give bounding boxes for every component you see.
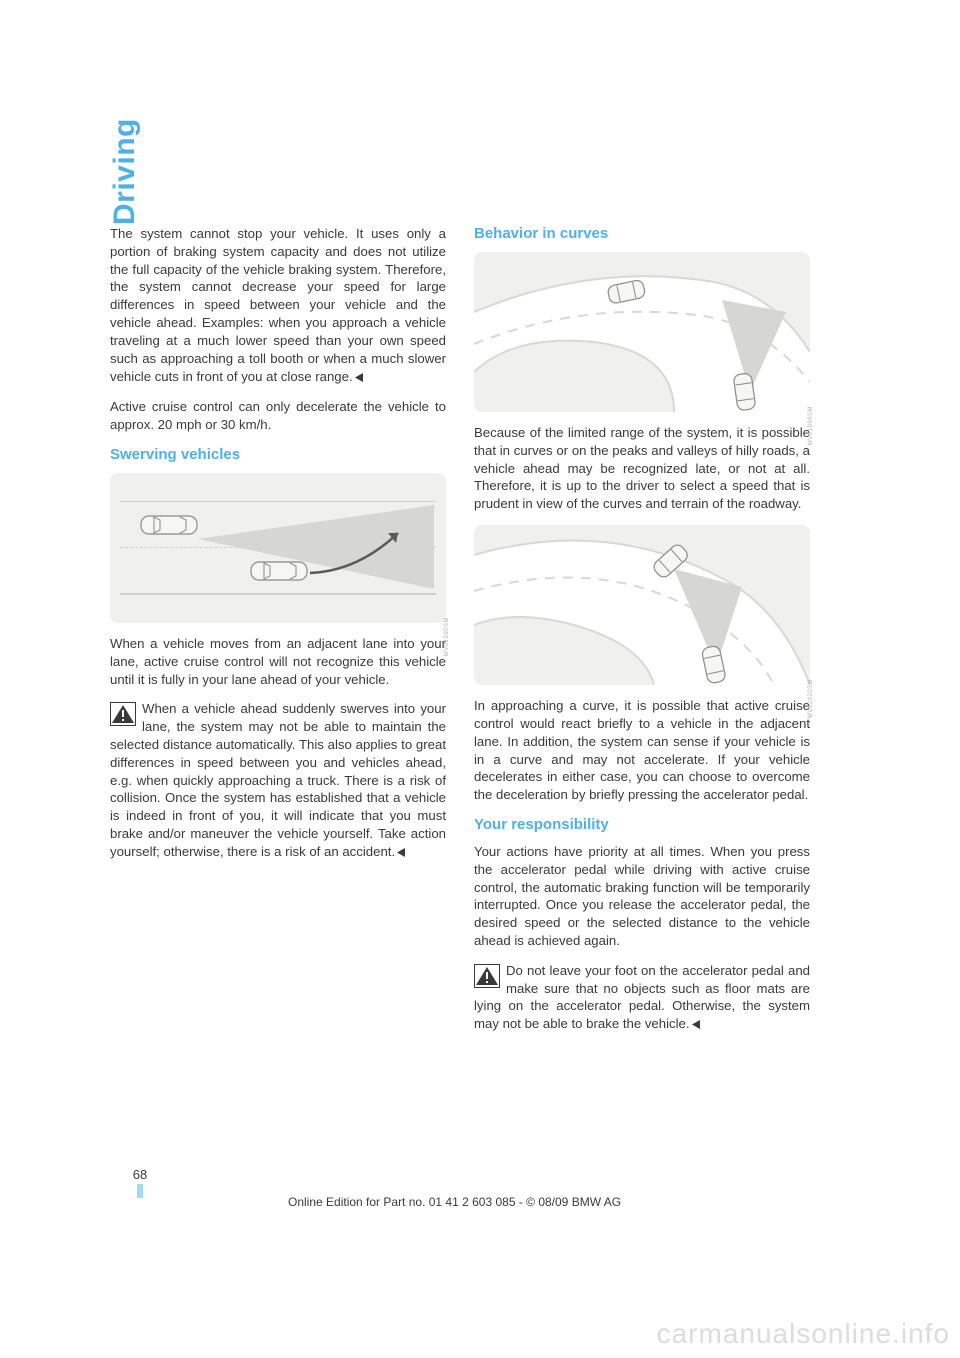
page-number-block: 68 [110, 1167, 170, 1198]
warning-paragraph: When a vehicle ahead suddenly swerves in… [110, 700, 446, 861]
figure-code: MV01990SM [444, 617, 450, 656]
subsection-heading: Behavior in curves [474, 225, 810, 242]
subsection-heading: Swerving vehicles [110, 446, 446, 463]
swerve-arrow-icon [308, 523, 428, 579]
body-paragraph: In approaching a curve, it is possible t… [474, 697, 810, 804]
end-marker-icon [355, 369, 363, 387]
figure-swerving-vehicles: MV01990SM [110, 473, 446, 623]
figure-code: MV01990SM [808, 406, 814, 445]
section-tab: Driving [108, 118, 142, 225]
right-column: Behavior in curves [474, 225, 810, 1046]
body-paragraph: Active cruise control can only decelerat… [110, 398, 446, 434]
end-marker-icon [692, 1016, 700, 1034]
figure-code: MV02020SM [808, 679, 814, 718]
end-marker-icon [397, 844, 405, 862]
figure-curve-2: MV02020SM [474, 525, 810, 685]
body-paragraph: Because of the limited range of the syst… [474, 424, 810, 513]
watermark: carmanualsonline.info [657, 1318, 950, 1350]
page-number: 68 [110, 1167, 170, 1182]
left-column: The system cannot stop your vehicle. It … [110, 225, 446, 1046]
warning-icon [110, 702, 136, 726]
body-paragraph: When a vehicle moves from an adjacent la… [110, 635, 446, 688]
footer-text: Online Edition for Part no. 01 41 2 603 … [288, 1195, 621, 1209]
other-car-icon [250, 559, 308, 583]
page-content: The system cannot stop your vehicle. It … [110, 225, 830, 1046]
own-car-icon [140, 513, 198, 537]
warning-icon [474, 964, 500, 988]
page-number-bar [137, 1184, 143, 1198]
warning-paragraph: Do not leave your foot on the accelerato… [474, 962, 810, 1034]
body-paragraph: The system cannot stop your vehicle. It … [110, 225, 446, 386]
body-paragraph: Your actions have priority at all times.… [474, 843, 810, 950]
figure-curve-1: MV01990SM [474, 252, 810, 412]
subsection-heading: Your responsibility [474, 816, 810, 833]
